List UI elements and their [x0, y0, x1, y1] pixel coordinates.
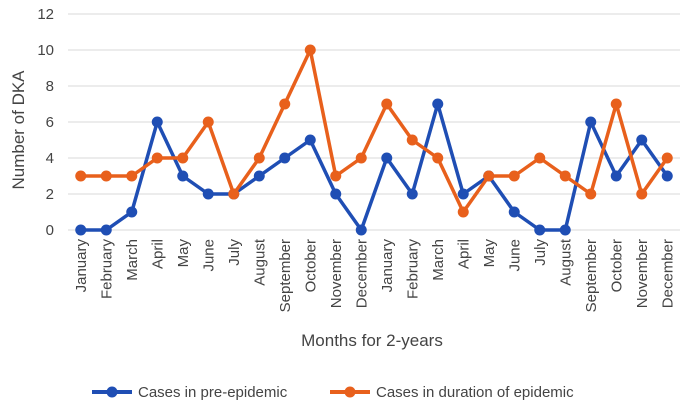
data-point: [75, 224, 87, 236]
x-tick-label: February: [98, 239, 115, 300]
x-tick-label: March: [124, 239, 141, 281]
data-point: [330, 170, 342, 182]
data-point: [253, 170, 265, 182]
data-point: [279, 98, 291, 110]
data-point: [508, 170, 520, 182]
data-point: [636, 188, 648, 200]
data-point: [432, 98, 444, 110]
y-tick-label: 2: [46, 186, 54, 203]
data-point: [406, 188, 418, 200]
x-tick-label: July: [226, 239, 243, 266]
data-point: [585, 116, 597, 128]
y-axis-title: Number of DKA: [9, 70, 28, 190]
series-lines: [75, 44, 673, 236]
data-point: [432, 152, 444, 164]
data-point: [559, 170, 571, 182]
series-0: [75, 98, 673, 236]
data-point: [151, 152, 163, 164]
legend-label-epidemic: Cases in duration of epidemic: [376, 384, 574, 401]
legend-swatch-marker-epidemic: [344, 386, 356, 398]
data-point: [253, 152, 265, 164]
x-tick-label: August: [557, 238, 574, 286]
data-point: [279, 152, 291, 164]
x-tick-label: December: [659, 239, 676, 308]
data-point: [177, 170, 189, 182]
data-point: [330, 188, 342, 200]
data-point: [610, 170, 622, 182]
data-point: [381, 98, 393, 110]
x-tick-label: March: [430, 239, 447, 281]
legend-item-epidemic: Cases in duration of epidemic: [330, 384, 574, 401]
x-tick-label: February: [404, 239, 421, 300]
data-point: [610, 98, 622, 110]
x-axis-ticks: January February March April May June July Augu…: [73, 238, 677, 312]
x-tick-label: June: [506, 239, 523, 272]
x-tick-label: January: [379, 239, 396, 293]
y-tick-label: 10: [37, 42, 54, 59]
data-point: [585, 188, 597, 200]
legend-swatch-marker-pre-epidemic: [106, 386, 118, 398]
x-tick-label: January: [73, 239, 90, 293]
y-tick-label: 0: [46, 222, 54, 239]
x-tick-label: November: [328, 239, 345, 308]
legend-item-pre-epidemic: Cases in pre-epidemic: [92, 384, 288, 401]
series-line-0: [80, 102, 669, 232]
data-point: [151, 116, 163, 128]
data-point: [508, 206, 520, 218]
y-tick-label: 4: [46, 150, 54, 167]
x-tick-label: August: [251, 238, 268, 286]
y-tick-label: 8: [46, 78, 54, 95]
x-tick-label: November: [634, 239, 651, 308]
data-point: [304, 134, 316, 146]
data-point: [534, 152, 546, 164]
y-axis-ticks: 0 2 4 6 8 10 12: [37, 6, 54, 239]
x-axis-title: Months for 2-years: [301, 331, 443, 350]
data-point: [177, 152, 189, 164]
data-point: [406, 134, 418, 146]
y-tick-label: 6: [46, 114, 54, 131]
series-line-1: [80, 48, 669, 214]
x-tick-label: October: [608, 239, 625, 292]
data-point: [126, 170, 138, 182]
x-tick-label: December: [353, 239, 370, 308]
x-tick-label: May: [481, 239, 498, 268]
series-1: [75, 44, 673, 218]
legend: Cases in pre-epidemic Cases in duration …: [92, 384, 574, 401]
data-point: [202, 188, 214, 200]
x-tick-label: April: [149, 239, 166, 269]
legend-label-pre-epidemic: Cases in pre-epidemic: [138, 384, 288, 401]
x-tick-label: July: [532, 239, 549, 266]
data-point: [661, 152, 673, 164]
data-point: [126, 206, 138, 218]
x-tick-label: October: [302, 239, 319, 292]
data-point: [100, 170, 112, 182]
data-point: [100, 224, 112, 236]
x-tick-label: April: [455, 239, 472, 269]
data-point: [534, 224, 546, 236]
x-tick-label: September: [277, 239, 294, 312]
data-point: [457, 206, 469, 218]
data-point: [483, 170, 495, 182]
data-point: [661, 170, 673, 182]
data-point: [75, 170, 87, 182]
data-point: [381, 152, 393, 164]
data-point: [636, 134, 648, 146]
x-tick-label: May: [175, 239, 192, 268]
x-tick-label: September: [583, 239, 600, 312]
data-point: [355, 224, 367, 236]
x-tick-label: June: [200, 239, 217, 272]
data-point: [559, 224, 571, 236]
data-point: [355, 152, 367, 164]
data-point: [202, 116, 214, 128]
y-tick-label: 12: [37, 6, 54, 23]
data-point: [228, 188, 240, 200]
data-point: [304, 44, 316, 56]
data-point: [457, 188, 469, 200]
